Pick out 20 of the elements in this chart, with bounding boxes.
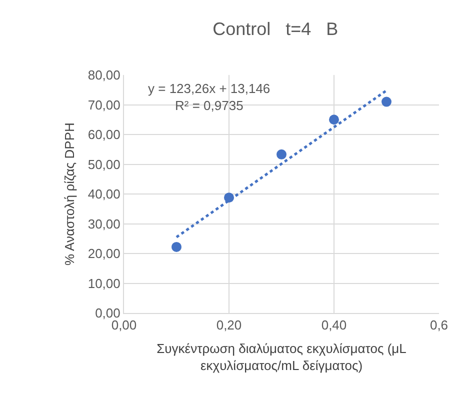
y-tick-label: 70,00 bbox=[88, 97, 120, 112]
y-tick-label: 50,00 bbox=[88, 156, 120, 172]
point bbox=[382, 96, 392, 107]
annotation: y = 123,26x + 13,146 bbox=[148, 81, 270, 96]
y-tick-label: 40,00 bbox=[88, 186, 120, 202]
x-tick-label: 0,6 bbox=[430, 318, 448, 333]
y-tick-label: 10,00 bbox=[88, 276, 120, 291]
y-tick-label: 60,00 bbox=[88, 127, 120, 142]
annotation: R² = 0,9735 bbox=[175, 98, 244, 113]
y-tick-label: 20,00 bbox=[88, 246, 120, 262]
x-tick-label: 0,40 bbox=[321, 318, 347, 333]
point bbox=[172, 242, 182, 252]
y-tick-label: 30,00 bbox=[88, 216, 120, 232]
chart-title: Control t=4 B bbox=[212, 18, 338, 39]
x-tick-label: 0,20 bbox=[216, 318, 242, 333]
y-tick-label: 80,00 bbox=[88, 68, 120, 83]
point bbox=[276, 149, 286, 160]
x-axis-title: Συγκέντρωση διαλύματος εκχυλίσματος (μL εκχυλίσματος/mL δείγματος) bbox=[156, 341, 406, 374]
y-axis-title: % Αναστολή ρίζας DPPH bbox=[62, 122, 77, 266]
point bbox=[329, 114, 339, 125]
